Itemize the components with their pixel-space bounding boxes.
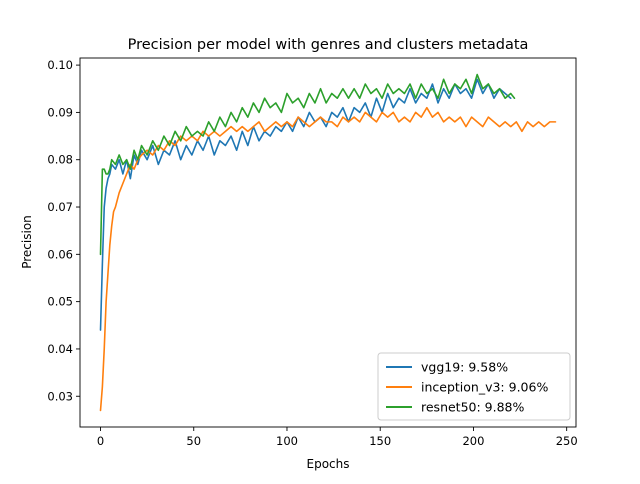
chart-title: Precision per model with genres and clus… bbox=[128, 37, 529, 53]
x-axis-label: Epochs bbox=[307, 457, 350, 471]
x-tick-label: 250 bbox=[556, 434, 578, 448]
y-tick-label: 0.03 bbox=[47, 389, 73, 403]
x-tick-label: 100 bbox=[276, 434, 298, 448]
legend-label: inception_v3: 9.06% bbox=[421, 380, 548, 395]
y-tick-label: 0.04 bbox=[47, 342, 73, 356]
y-tick-label: 0.05 bbox=[47, 295, 73, 309]
legend-label: resnet50: 9.88% bbox=[421, 400, 525, 415]
series-line-2 bbox=[99, 73, 516, 256]
x-tick-label: 50 bbox=[186, 434, 201, 448]
legend-label: vgg19: 9.58% bbox=[421, 360, 508, 375]
y-axis-label: Precision bbox=[20, 215, 34, 269]
y-tick-label: 0.09 bbox=[47, 105, 73, 119]
plot-frame bbox=[79, 57, 577, 428]
y-tick-label: 0.08 bbox=[47, 153, 73, 167]
x-tick-label: 150 bbox=[369, 434, 391, 448]
x-axis: 0 50 100 150 200 250 bbox=[97, 427, 578, 448]
y-tick-label: 0.06 bbox=[47, 247, 73, 261]
series-line-1 bbox=[99, 106, 557, 412]
x-tick-label: 200 bbox=[462, 434, 484, 448]
plot-area bbox=[99, 73, 557, 412]
chart-legend: vgg19: 9.58% inception_v3: 9.06% resnet50:… bbox=[377, 352, 571, 421]
x-tick-label: 0 bbox=[97, 434, 104, 448]
y-tick-label: 0.07 bbox=[47, 200, 73, 214]
y-tick-label: 0.10 bbox=[47, 58, 73, 72]
y-axis: 0.03 0.04 0.05 0.06 0.07 0.08 0.09 0.10 bbox=[47, 58, 80, 403]
legend-box bbox=[377, 352, 571, 421]
